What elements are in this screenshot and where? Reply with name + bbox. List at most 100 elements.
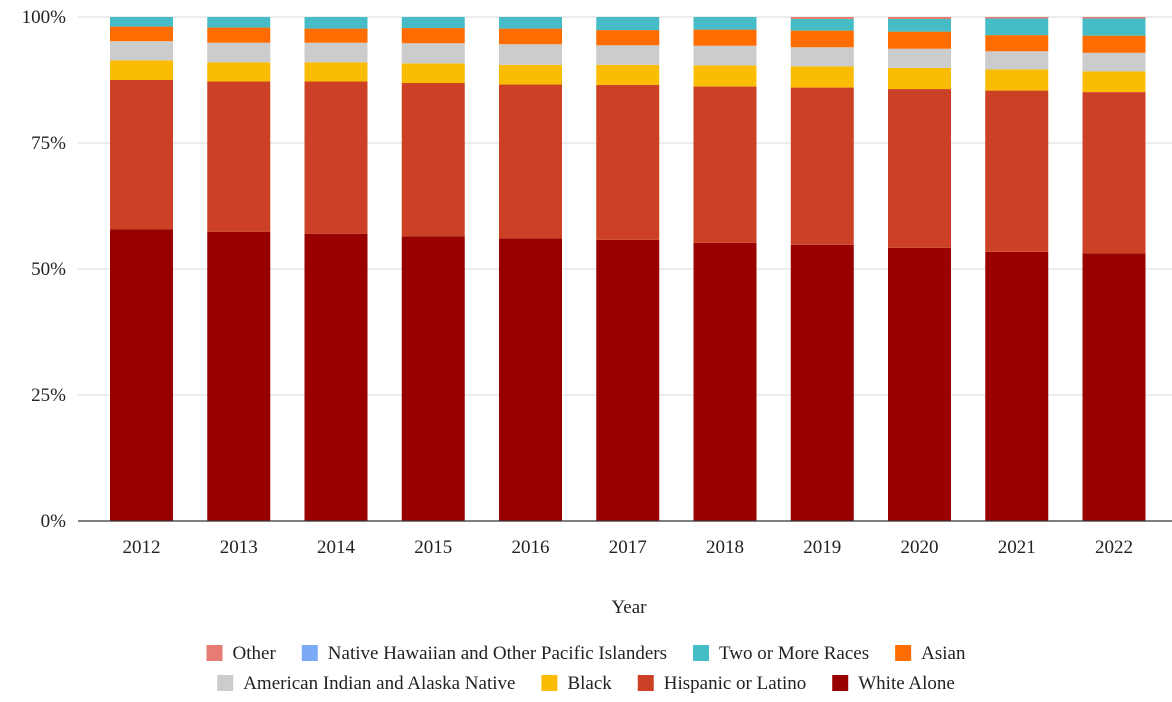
bar-segment-other-2022 (1082, 17, 1146, 19)
x-tick-label: 2012 (123, 537, 161, 558)
legend-swatch (693, 645, 710, 661)
x-tick-label: 2014 (317, 537, 356, 558)
bar-segment-hispanic-or-latino-2022 (1082, 92, 1146, 254)
x-tick-label: 2017 (609, 537, 647, 558)
bar-segment-white-alone-2019 (790, 244, 854, 522)
legend-item-asian: Asian (895, 643, 966, 664)
legend-item-white-alone: White Alone (832, 673, 955, 694)
bar-segment-american-indian-and-alaska-native-2014 (304, 42, 368, 63)
bar-segment-other-2020 (888, 17, 951, 20)
bar-segment-white-alone-2018 (693, 242, 757, 522)
bar-segment-black-2013 (207, 62, 271, 82)
bar-segment-black-2021 (985, 69, 1049, 91)
bar-segment-black-2019 (790, 66, 854, 88)
bars (110, 17, 1146, 522)
legend-label: Native Hawaiian and Other Pacific Island… (328, 643, 667, 664)
bar-segment-other-2021 (985, 17, 1049, 19)
bar-segment-asian-2018 (693, 29, 757, 46)
legend-swatch (217, 675, 234, 691)
bar-segment-american-indian-and-alaska-native-2015 (401, 43, 465, 64)
bar-segment-hispanic-or-latino-2013 (207, 81, 271, 232)
bar-segment-two-or-more-races-2015 (401, 17, 465, 29)
bar-segment-hispanic-or-latino-2014 (304, 81, 368, 234)
bar-segment-asian-2016 (499, 28, 562, 45)
bar-segment-american-indian-and-alaska-native-2012 (110, 41, 173, 61)
legend-swatch (301, 645, 318, 661)
legend: Other Native Hawaiian and Other Pacific I… (206, 643, 966, 694)
y-axis-ticks: 0% 25% 50% 75% 100% (22, 7, 67, 532)
bar-segment-black-2022 (1082, 71, 1146, 93)
bar-segment-american-indian-and-alaska-native-2022 (1082, 52, 1146, 72)
legend-swatch (895, 645, 912, 661)
y-tick-label: 0% (41, 511, 67, 532)
bar-segment-american-indian-and-alaska-native-2019 (790, 47, 854, 67)
bar-segment-two-or-more-races-2012 (110, 17, 173, 27)
bar-segment-white-alone-2012 (110, 229, 173, 521)
bar-segment-two-or-more-races-2021 (985, 18, 1049, 36)
legend-item-other: Other (206, 643, 277, 664)
bar-segment-black-2015 (401, 63, 465, 84)
y-tick-label: 100% (22, 7, 67, 28)
bar-segment-two-or-more-races-2022 (1082, 18, 1146, 36)
y-tick-label: 25% (31, 385, 66, 406)
bar-segment-american-indian-and-alaska-native-2016 (499, 44, 562, 65)
bar-segment-black-2018 (693, 65, 757, 87)
bar-segment-hispanic-or-latino-2016 (499, 84, 562, 239)
legend-item-black: Black (541, 673, 612, 694)
x-axis-title: Year (611, 597, 647, 618)
bar-segment-white-alone-2015 (401, 236, 465, 522)
bar-segment-white-alone-2016 (499, 238, 562, 522)
bar-segment-hispanic-or-latino-2019 (790, 87, 854, 245)
bar-segment-white-alone-2021 (985, 251, 1049, 521)
bar-segment-asian-2017 (596, 30, 660, 46)
bar-segment-other-2019 (790, 17, 854, 20)
legend-swatch (832, 675, 849, 691)
legend-item-native-hawaiian-and-other-pacific-islanders: Native Hawaiian and Other Pacific Island… (301, 643, 667, 664)
bar-segment-asian-2021 (985, 35, 1049, 52)
bar-segment-white-alone-2017 (596, 239, 660, 521)
bar-segment-american-indian-and-alaska-native-2021 (985, 51, 1049, 70)
bar-segment-two-or-more-races-2016 (499, 17, 562, 29)
bar-segment-asian-2020 (888, 31, 951, 49)
bar-segment-hispanic-or-latino-2012 (110, 80, 173, 230)
x-tick-label: 2019 (803, 537, 841, 558)
bar-segment-two-or-more-races-2013 (207, 17, 271, 28)
legend-label: White Alone (858, 673, 955, 694)
bar-segment-asian-2019 (790, 30, 854, 48)
legend-item-american-indian-and-alaska-native: American Indian and Alaska Native (217, 673, 515, 694)
x-tick-label: 2021 (998, 537, 1036, 558)
legend-item-two-or-more-races: Two or More Races (693, 643, 869, 664)
legend-swatch (206, 645, 223, 661)
bar-segment-white-alone-2022 (1082, 253, 1146, 521)
bar-segment-american-indian-and-alaska-native-2018 (693, 45, 757, 66)
legend-label: Other (233, 643, 277, 664)
bar-segment-american-indian-and-alaska-native-2020 (888, 48, 951, 68)
bar-segment-hispanic-or-latino-2018 (693, 86, 757, 243)
x-tick-label: 2022 (1095, 537, 1133, 558)
legend-label: Asian (921, 643, 966, 664)
bar-segment-american-indian-and-alaska-native-2013 (207, 42, 271, 63)
bar-segment-asian-2015 (401, 28, 465, 44)
legend-label: Black (567, 673, 612, 694)
bar-segment-asian-2022 (1082, 35, 1146, 53)
bar-segment-black-2020 (888, 67, 951, 90)
bar-segment-hispanic-or-latino-2015 (401, 83, 465, 237)
bar-segment-two-or-more-races-2017 (596, 17, 660, 31)
x-tick-label: 2020 (901, 537, 939, 558)
bar-segment-asian-2014 (304, 28, 368, 43)
bar-segment-hispanic-or-latino-2020 (888, 89, 951, 248)
bar-segment-white-alone-2020 (888, 247, 951, 521)
x-tick-label: 2016 (512, 537, 550, 558)
bar-segment-two-or-more-races-2014 (304, 17, 368, 29)
bar-segment-asian-2012 (110, 26, 173, 42)
bar-segment-hispanic-or-latino-2021 (985, 90, 1049, 252)
x-tick-label: 2018 (706, 537, 744, 558)
bar-segment-black-2017 (596, 64, 660, 86)
bar-segment-asian-2013 (207, 27, 271, 43)
bar-segment-two-or-more-races-2020 (888, 19, 951, 32)
bar-segment-hispanic-or-latino-2017 (596, 85, 660, 240)
x-axis-ticks: 2012 2013 2014 2015 2016 2017 2018 2019 2020 2021… (123, 537, 1134, 558)
legend-item-hispanic-or-latino: Hispanic or Latino (637, 673, 806, 694)
y-tick-label: 75% (31, 133, 66, 154)
bar-segment-two-or-more-races-2018 (693, 17, 757, 30)
